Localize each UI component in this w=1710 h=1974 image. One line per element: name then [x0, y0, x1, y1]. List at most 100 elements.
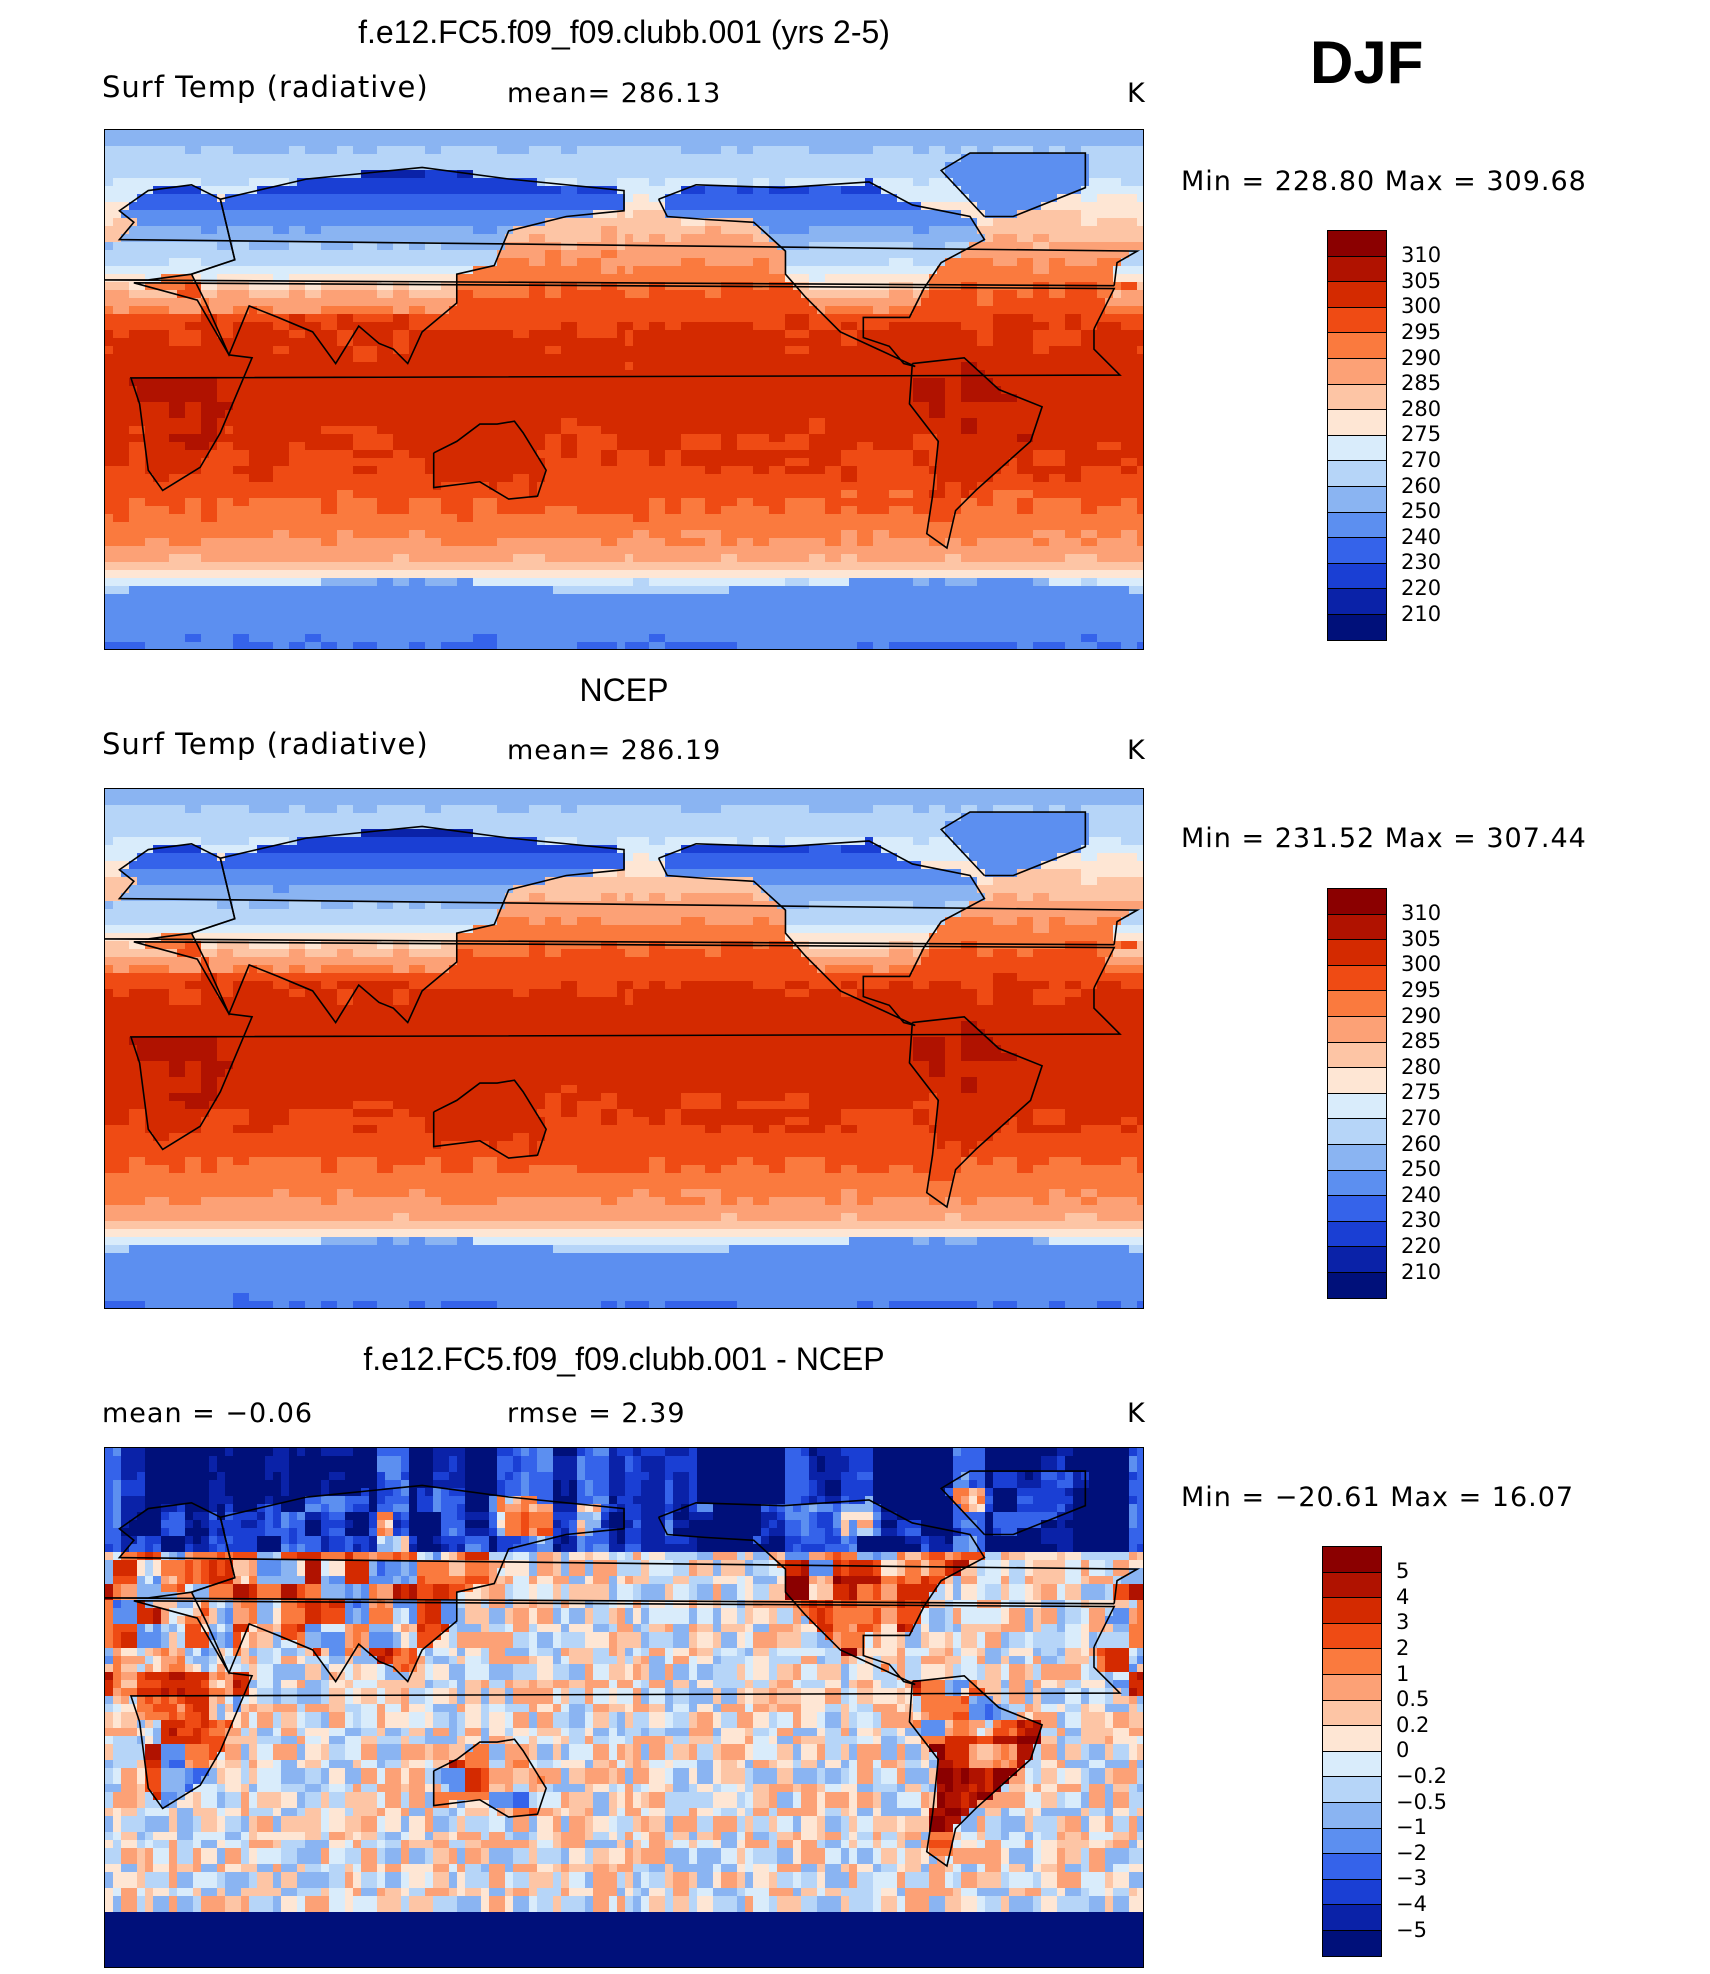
field-cell: [609, 242, 618, 251]
field-cell: [353, 210, 362, 219]
field-cell: [265, 306, 274, 315]
field-cell: [105, 426, 114, 435]
field-cell: [353, 434, 362, 443]
field-cell: [1065, 202, 1074, 211]
field-cell: [473, 210, 482, 219]
field-cell: [569, 202, 578, 211]
field-cell: [593, 402, 602, 411]
field-cell: [433, 218, 442, 227]
field-cell: [921, 186, 930, 195]
field-cell: [465, 242, 474, 251]
field-cell: [417, 402, 426, 411]
field-cell: [937, 426, 946, 435]
field-cell: [689, 154, 698, 163]
field-cell: [137, 354, 146, 363]
field-cell: [921, 266, 930, 275]
field-cell: [609, 346, 618, 355]
field-cell: [681, 194, 690, 203]
field-cell: [353, 146, 362, 155]
field-cell: [937, 370, 946, 379]
field-cell: [497, 178, 506, 187]
field-cell: [681, 322, 690, 331]
field-cell: [577, 378, 586, 387]
field-cell: [1025, 426, 1034, 435]
field-cell: [241, 234, 250, 243]
field-cell: [465, 426, 474, 435]
field-cell: [529, 226, 538, 235]
field-cell: [769, 226, 778, 235]
field-cell: [625, 370, 634, 379]
field-cell: [457, 258, 466, 267]
field-cell: [209, 258, 218, 267]
field-cell: [937, 250, 946, 259]
field-cell: [953, 234, 962, 243]
field-cell: [569, 362, 578, 371]
field-cell: [761, 202, 770, 211]
field-cell: [121, 322, 130, 331]
field-cell: [473, 434, 482, 443]
field-cell: [169, 314, 178, 323]
field-cell: [561, 322, 570, 331]
field-cell: [825, 154, 834, 163]
field-cell: [1049, 178, 1058, 187]
field-cell: [177, 402, 186, 411]
field-cell: [145, 146, 154, 155]
field-cell: [865, 242, 874, 251]
field-cell: [129, 314, 138, 323]
field-cell: [1001, 306, 1010, 315]
field-cell: [313, 186, 322, 195]
field-cell: [217, 154, 226, 163]
field-cell: [585, 306, 594, 315]
field-cell: [649, 402, 658, 411]
field-cell: [393, 330, 402, 339]
field-cell: [961, 250, 970, 259]
field-cell: [1025, 258, 1034, 267]
field-cell: [1033, 282, 1042, 291]
field-cell: [1121, 194, 1130, 203]
field-cell: [1065, 218, 1074, 227]
field-cell: [1105, 218, 1114, 227]
field-cell: [273, 146, 282, 155]
field-cell: [1057, 250, 1066, 259]
field-cell: [353, 354, 362, 363]
field-cell: [1129, 418, 1138, 427]
field-cell: [345, 138, 354, 147]
field-cell: [857, 386, 866, 395]
field-cell: [377, 330, 386, 339]
field-cell: [209, 298, 218, 307]
field-cell: [889, 170, 898, 179]
field-cell: [1137, 314, 1143, 323]
field-cell: [457, 306, 466, 315]
field-cell: [217, 162, 226, 171]
field-cell: [601, 266, 610, 275]
field-cell: [769, 306, 778, 315]
field-cell: [825, 370, 834, 379]
field-cell: [977, 346, 986, 355]
field-cell: [409, 362, 418, 371]
field-cell: [121, 418, 130, 427]
field-cell: [233, 354, 242, 363]
field-cell: [977, 314, 986, 323]
field-cell: [337, 386, 346, 395]
field-cell: [897, 274, 906, 283]
field-cell: [1049, 242, 1058, 251]
field-cell: [689, 146, 698, 155]
field-cell: [137, 266, 146, 275]
field-cell: [713, 154, 722, 163]
field-cell: [849, 154, 858, 163]
field-cell: [1129, 306, 1138, 315]
field-cell: [369, 138, 378, 147]
field-cell: [577, 282, 586, 291]
field-cell: [801, 194, 810, 203]
field-cell: [849, 146, 858, 155]
field-cell: [521, 330, 530, 339]
field-cell: [593, 354, 602, 363]
field-cell: [401, 418, 410, 427]
field-cell: [1137, 130, 1143, 139]
field-cell: [649, 362, 658, 371]
field-cell: [721, 218, 730, 227]
field-cell: [497, 378, 506, 387]
field-cell: [1009, 290, 1018, 299]
field-cell: [817, 362, 826, 371]
field-cell: [881, 330, 890, 339]
